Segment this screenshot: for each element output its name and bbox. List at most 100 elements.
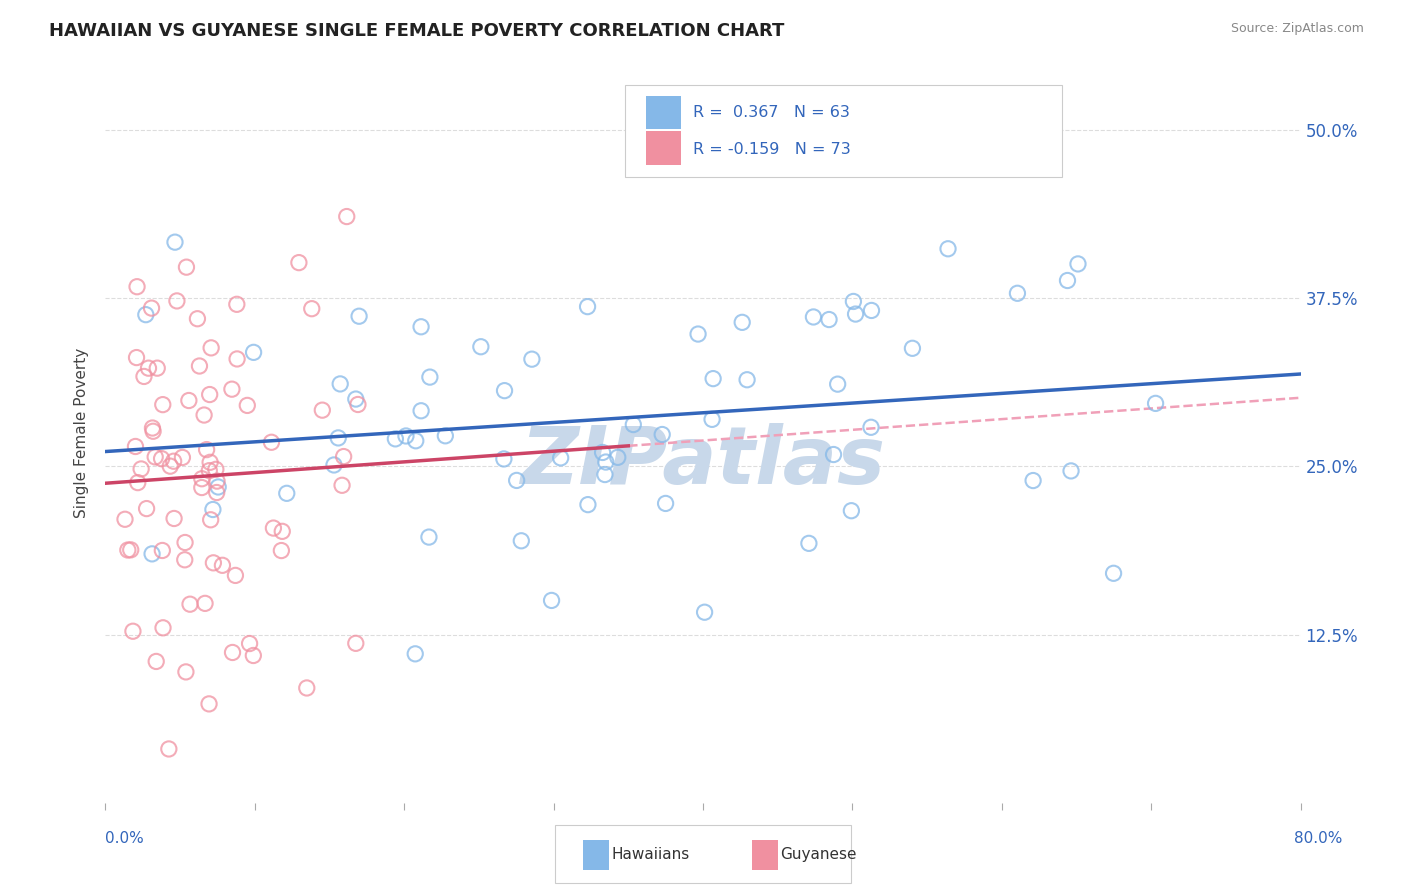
Point — [818, 312, 841, 326]
Point — [191, 481, 214, 495]
Point — [174, 535, 197, 549]
Point — [138, 361, 160, 376]
Point — [288, 255, 311, 269]
Point — [221, 382, 243, 396]
Point — [470, 340, 492, 354]
Point — [700, 412, 723, 426]
Point — [143, 450, 166, 464]
Text: Source: ZipAtlas.com: Source: ZipAtlas.com — [1230, 22, 1364, 36]
Point — [236, 398, 259, 412]
Point — [654, 496, 676, 510]
Point — [405, 434, 427, 448]
Point — [593, 467, 616, 482]
Point — [494, 384, 516, 398]
Point — [221, 645, 243, 659]
Point — [129, 462, 152, 476]
Point — [859, 420, 882, 434]
Point — [193, 408, 215, 422]
Point — [150, 451, 173, 466]
Point — [621, 417, 644, 432]
Y-axis label: Single Female Poverty: Single Female Poverty — [75, 348, 90, 517]
Point — [595, 455, 617, 469]
Point — [120, 542, 142, 557]
Point — [329, 376, 352, 391]
Point — [242, 345, 264, 359]
Point — [702, 371, 724, 385]
Point — [172, 450, 194, 465]
Point — [827, 377, 849, 392]
Point — [188, 359, 211, 373]
Point — [201, 502, 224, 516]
Point — [145, 655, 167, 669]
Point — [323, 458, 346, 472]
Point — [141, 547, 163, 561]
Point — [260, 435, 283, 450]
Point — [174, 665, 197, 679]
Point — [1067, 257, 1090, 271]
Point — [520, 352, 543, 367]
Point — [198, 387, 221, 401]
Point — [409, 319, 432, 334]
Text: Hawaiians: Hawaiians — [612, 847, 690, 862]
Point — [122, 624, 145, 639]
Point — [418, 530, 440, 544]
Point — [842, 294, 865, 309]
Point — [262, 521, 284, 535]
Point — [200, 341, 222, 355]
Point — [845, 307, 868, 321]
Point — [1056, 273, 1078, 287]
Point — [205, 474, 228, 488]
Point — [135, 501, 157, 516]
Point — [328, 431, 350, 445]
Point — [271, 524, 294, 539]
Point — [177, 393, 200, 408]
Point — [686, 326, 709, 341]
Point — [311, 403, 333, 417]
Point — [731, 315, 754, 329]
Point — [936, 242, 959, 256]
Point — [163, 511, 186, 525]
Point — [901, 341, 924, 355]
Point — [1102, 566, 1125, 581]
Point — [239, 636, 262, 650]
Point — [142, 424, 165, 438]
Point — [226, 351, 249, 366]
FancyBboxPatch shape — [626, 85, 1062, 178]
Point — [152, 621, 174, 635]
Point — [225, 297, 247, 311]
Point — [540, 593, 562, 607]
Point — [173, 553, 195, 567]
Point — [127, 475, 149, 490]
Point — [505, 474, 527, 488]
Point — [141, 301, 163, 315]
Point — [166, 293, 188, 308]
Point — [1144, 396, 1167, 410]
Point — [301, 301, 323, 316]
Point — [157, 742, 180, 756]
Point — [693, 605, 716, 619]
Point — [224, 568, 246, 582]
Bar — [645, 95, 682, 129]
Point — [125, 279, 148, 293]
Point — [404, 647, 426, 661]
Point — [336, 210, 359, 224]
Point — [803, 310, 825, 324]
Point — [797, 536, 820, 550]
Point — [344, 636, 367, 650]
Point — [186, 311, 208, 326]
Point — [860, 303, 883, 318]
Point — [735, 373, 758, 387]
Point — [651, 427, 673, 442]
Point — [207, 480, 229, 494]
Point — [347, 397, 370, 411]
Point — [211, 558, 233, 573]
Point — [492, 452, 515, 467]
Point — [330, 478, 353, 492]
Point — [205, 462, 228, 476]
Point — [141, 421, 163, 435]
Text: R =  0.367   N = 63: R = 0.367 N = 63 — [693, 105, 851, 120]
Point — [276, 486, 298, 500]
Point — [124, 440, 146, 454]
Point — [550, 450, 572, 465]
Point — [135, 308, 157, 322]
